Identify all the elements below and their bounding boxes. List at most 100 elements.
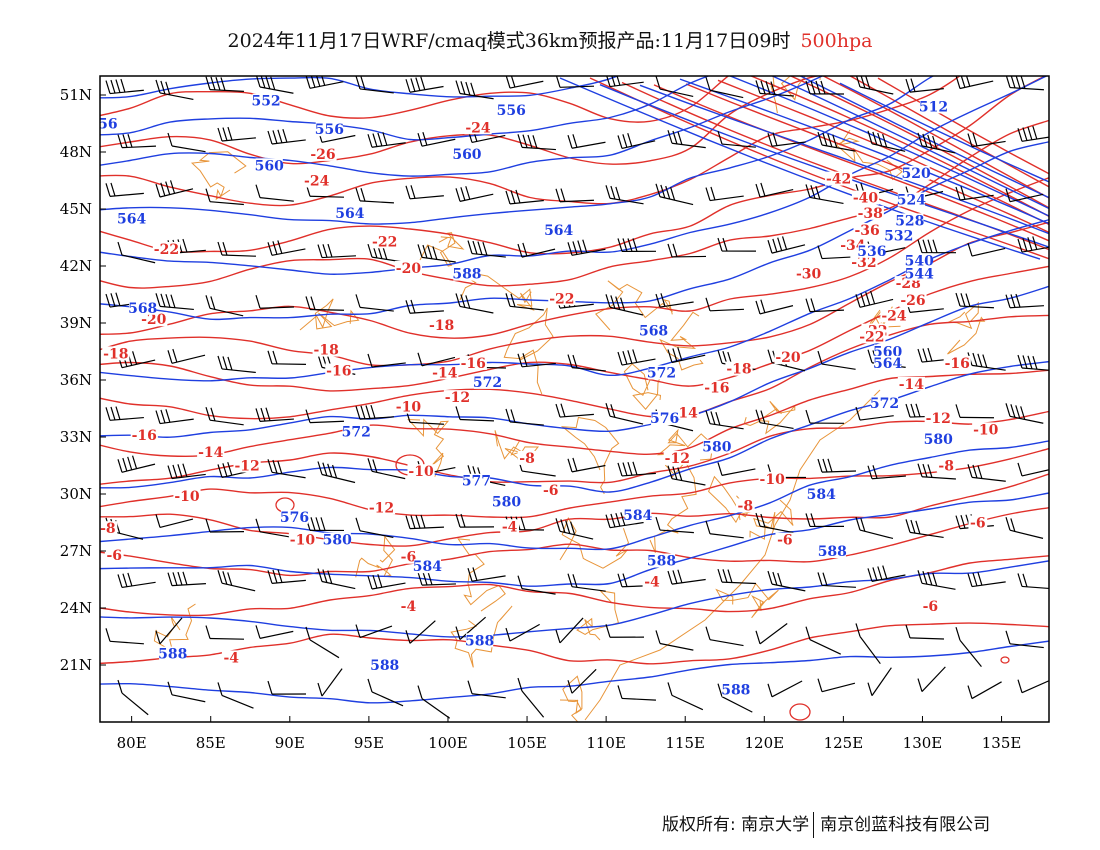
wind-barb-feather xyxy=(817,350,823,365)
wind-barb-feather xyxy=(360,76,366,90)
boundary-line xyxy=(659,311,704,371)
wind-barb-feather xyxy=(567,458,573,473)
wind-barb-feather xyxy=(717,568,723,583)
wind-barb-feather xyxy=(805,626,811,640)
wind-barb-feather xyxy=(505,190,511,205)
wind-barb-feather xyxy=(405,300,411,314)
wind-barb-feather xyxy=(855,406,861,421)
lat-tick-label: 51N xyxy=(60,86,92,104)
wind-barb xyxy=(709,308,744,312)
wind-barb-feather xyxy=(465,81,471,96)
height-label-bg xyxy=(453,146,481,161)
wind-barb xyxy=(509,623,540,642)
wind-barb-feather xyxy=(865,291,871,306)
wind-barb-feather xyxy=(820,80,826,95)
wind-barb-feather xyxy=(1022,127,1028,141)
temperature-label: -26 xyxy=(900,293,925,309)
wind-barb-feather xyxy=(617,573,623,587)
height-label-bg xyxy=(129,300,157,315)
wind-barb-feather xyxy=(917,348,923,363)
height-contour xyxy=(100,218,1049,382)
height-contour xyxy=(799,76,1049,199)
height-contour xyxy=(100,492,1049,587)
wind-barb-feather xyxy=(115,79,121,93)
pressure-level: 500hpa xyxy=(800,30,873,52)
height-label: 56 xyxy=(98,117,117,133)
wind-barb-feather xyxy=(420,514,426,529)
wind-barb xyxy=(921,666,946,692)
lon-tick-label: 110E xyxy=(586,734,626,752)
wind-barb xyxy=(609,81,644,88)
wind-barb-feather xyxy=(717,130,723,145)
height-label-bg xyxy=(466,633,494,648)
boundary-line xyxy=(560,416,620,495)
wind-barb-feather xyxy=(455,188,461,202)
wind-barb-feather xyxy=(955,404,961,418)
wind-barb-feather xyxy=(367,353,373,368)
wind-barb xyxy=(709,533,744,539)
wind-barb-feather xyxy=(572,574,578,588)
wind-barb-feather xyxy=(817,131,823,146)
wind-barb xyxy=(159,305,194,311)
wind-barb xyxy=(159,518,194,529)
wind-barb-feather xyxy=(967,242,973,257)
wind-barb-feather xyxy=(610,404,616,418)
temperature-label: -8 xyxy=(738,498,754,514)
wind-barb-feather xyxy=(772,132,778,146)
wind-barb-feather xyxy=(960,186,966,200)
wind-barb xyxy=(259,197,294,202)
wind-barb-feather xyxy=(105,183,111,197)
wind-barb xyxy=(409,421,444,425)
wind-barb-feather xyxy=(217,355,223,370)
wind-barb-feather xyxy=(922,239,928,253)
height-label: 584 xyxy=(413,559,442,575)
height-label-bg xyxy=(651,411,679,425)
wind-barb-feather xyxy=(415,77,421,91)
wind-barb-feather xyxy=(477,241,483,255)
wind-barb-feather xyxy=(260,407,266,422)
lon-tick-label: 130E xyxy=(903,734,943,752)
wind-barb xyxy=(221,694,254,709)
wind-barb-feather xyxy=(872,131,878,146)
height-label: 536 xyxy=(857,244,886,260)
height-label-bg xyxy=(280,509,309,524)
wind-barb xyxy=(671,142,706,149)
wind-barb-feather xyxy=(567,242,573,256)
wind-barb-feather xyxy=(627,238,633,252)
wind-barb-feather xyxy=(517,134,523,148)
wind-barb-feather xyxy=(355,187,361,202)
wind-barb xyxy=(159,188,194,198)
wind-barb xyxy=(121,359,156,369)
wind-barb-feather xyxy=(372,459,378,473)
wind-barb-feather xyxy=(205,188,211,202)
wind-barb-feather xyxy=(865,76,871,90)
wind-barb xyxy=(821,144,856,152)
wind-barbs xyxy=(105,76,1049,719)
lon-tick-label: 135E xyxy=(982,734,1022,752)
wind-barb xyxy=(671,354,706,364)
temperature-label: -4 xyxy=(644,574,660,590)
lat-tick-label: 33N xyxy=(60,428,92,446)
wind-barb-feather xyxy=(517,575,523,589)
wind-barb-feather xyxy=(370,404,376,419)
height-label: 512 xyxy=(919,99,948,115)
wind-barb-feather xyxy=(117,134,123,148)
wind-barb-feather xyxy=(127,456,133,471)
wind-barb-feather xyxy=(522,134,528,148)
temperature-label: -16 xyxy=(704,381,729,397)
wind-barb xyxy=(171,583,206,587)
wind-barb-feather xyxy=(532,135,538,149)
wind-barb-feather xyxy=(620,297,626,311)
wind-barb-feather xyxy=(620,512,626,526)
wind-barb xyxy=(321,255,356,259)
height-label: 588 xyxy=(370,658,399,674)
wind-barb-feather xyxy=(882,565,888,579)
wind-barb-feather xyxy=(872,465,878,479)
wind-barb xyxy=(221,582,256,592)
wind-barb-feather xyxy=(172,348,178,363)
wind-barb-feather xyxy=(767,570,773,585)
boundary-line xyxy=(715,582,779,619)
height-label-bg xyxy=(315,122,343,137)
wind-barb xyxy=(671,478,706,486)
height-contour xyxy=(100,76,711,141)
